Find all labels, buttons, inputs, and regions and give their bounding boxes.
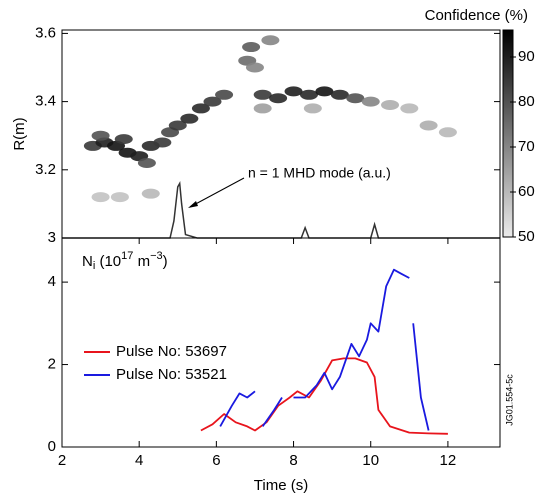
heat-cell [203, 96, 222, 107]
heat-cell [299, 89, 318, 100]
mode-trace [62, 180, 500, 239]
heat-cell [361, 96, 380, 107]
y-tick-label: 3 [48, 229, 56, 246]
y-tick-label: 0 [48, 438, 56, 455]
legend-label: Pulse No: 53697 [116, 343, 227, 360]
heat-cell [215, 89, 234, 100]
heat-cell [269, 93, 288, 104]
heat-cell [153, 137, 172, 148]
arrow-head [188, 201, 198, 208]
x-tick-label: 8 [289, 452, 297, 469]
heat-cell [253, 103, 272, 114]
heat-cell [137, 157, 156, 168]
heat-cell [110, 192, 129, 203]
heat-cell [114, 134, 133, 145]
panel-frame [61, 29, 501, 239]
x-tick-label: 6 [212, 452, 220, 469]
heat-cell [253, 89, 272, 100]
y-tick-label: 3.4 [35, 93, 56, 110]
annotation-arrow [189, 177, 245, 208]
label-part: i [93, 260, 95, 272]
annotation: n = 1 MHD mode (a.u.) [248, 165, 391, 181]
heat-cell [91, 192, 110, 203]
y-tick-label: 3.2 [35, 161, 56, 178]
heat-cell [303, 103, 322, 114]
heat-cell [245, 62, 264, 73]
y-tick-label: 2 [48, 356, 56, 373]
label-part: m [133, 253, 150, 270]
colorbar-tick-label: 70 [518, 138, 535, 155]
colorbar-tick-label: 90 [518, 48, 535, 65]
x-tick-label: 12 [440, 452, 457, 469]
heat-cell [242, 42, 261, 53]
heat-cell [191, 103, 210, 114]
heat-cell [315, 86, 334, 97]
bottom-y-label: Ni (1017 m−3) [82, 250, 168, 272]
heat-cell [141, 188, 160, 199]
series-line [200, 357, 448, 435]
heat-cell [419, 120, 438, 131]
label-part: (10 [95, 253, 121, 270]
x-tick-label: 4 [135, 452, 143, 469]
colorbar-tick-label: 80 [518, 93, 535, 110]
panel-frame [61, 237, 501, 448]
heat-cell [168, 120, 187, 131]
label-part: ) [163, 253, 168, 270]
colorbar-tick-label: 50 [518, 228, 535, 245]
label-part: −3 [150, 250, 163, 262]
heat-cell [438, 127, 457, 138]
label-part: 17 [121, 250, 133, 262]
heat-cell [91, 130, 110, 141]
colorbar [502, 29, 514, 238]
side-note: JG01.554-5c [504, 374, 514, 426]
heat-cell [180, 113, 199, 124]
y-tick-label: 4 [48, 273, 56, 290]
heat-cell [330, 89, 349, 100]
heat-cell [400, 103, 419, 114]
x-tick-label: 2 [58, 452, 66, 469]
series-line [219, 268, 430, 431]
label-part: N [82, 253, 93, 270]
colorbar-tick-label: 60 [518, 183, 535, 200]
top-y-label: R(m) [11, 117, 28, 150]
x-tick-label: 10 [362, 452, 379, 469]
heat-cell [284, 86, 303, 97]
heat-cell [261, 35, 280, 46]
colorbar-label: Confidence (%) [425, 7, 528, 24]
legend-label: Pulse No: 53521 [116, 366, 227, 383]
y-tick-label: 3.6 [35, 24, 56, 41]
x-label: Time (s) [254, 477, 308, 494]
heat-cell [346, 93, 365, 104]
heat-cell [381, 100, 400, 111]
